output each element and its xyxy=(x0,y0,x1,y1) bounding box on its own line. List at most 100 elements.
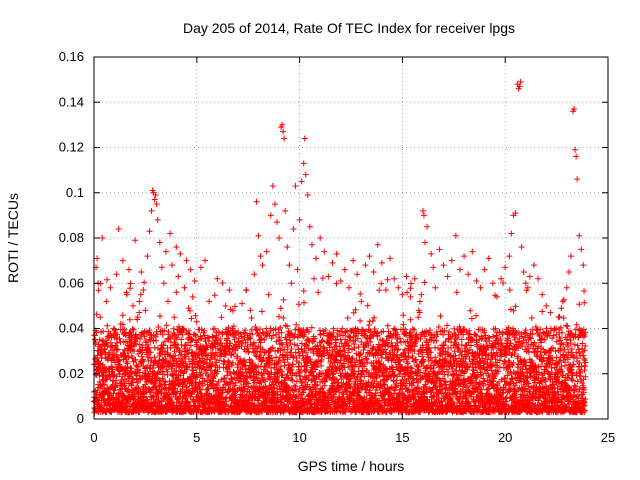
data-point xyxy=(247,335,254,342)
data-point xyxy=(154,370,161,377)
data-point xyxy=(192,312,199,319)
data-point xyxy=(291,387,298,394)
data-point xyxy=(300,287,307,294)
data-point xyxy=(468,315,475,322)
data-point xyxy=(107,330,114,337)
data-point xyxy=(155,394,162,401)
data-point xyxy=(312,335,319,342)
data-point xyxy=(146,365,153,372)
data-point xyxy=(115,358,122,365)
data-point xyxy=(467,307,474,314)
data-point xyxy=(158,345,165,352)
data-point xyxy=(189,336,196,343)
data-point xyxy=(275,366,282,373)
data-point xyxy=(223,398,230,405)
data-point xyxy=(211,394,218,401)
data-point xyxy=(216,398,223,405)
data-point xyxy=(101,381,108,388)
data-point xyxy=(301,329,308,336)
data-point xyxy=(437,313,444,320)
data-point xyxy=(280,315,287,322)
data-point xyxy=(147,354,154,361)
data-point xyxy=(181,342,188,349)
data-point xyxy=(163,322,170,329)
data-point xyxy=(173,367,180,374)
data-point xyxy=(189,378,196,385)
data-point xyxy=(167,358,174,365)
data-point xyxy=(142,367,149,374)
data-point xyxy=(226,286,233,293)
data-point xyxy=(119,390,126,397)
data-point xyxy=(216,364,223,371)
data-point xyxy=(376,287,383,294)
data-point xyxy=(194,373,201,380)
data-point xyxy=(295,388,302,395)
data-point xyxy=(261,336,268,343)
data-point xyxy=(216,357,223,364)
data-point xyxy=(227,340,234,347)
data-point xyxy=(311,338,318,345)
data-point xyxy=(217,393,224,400)
data-point xyxy=(453,289,460,296)
data-point xyxy=(244,345,251,352)
data-point xyxy=(129,326,136,332)
data-point xyxy=(281,359,288,366)
data-point xyxy=(187,342,194,349)
data-point xyxy=(197,386,204,393)
data-point xyxy=(131,343,138,350)
data-point xyxy=(201,366,208,373)
data-point xyxy=(248,314,255,321)
data-point xyxy=(416,298,423,305)
data-point xyxy=(258,336,265,343)
data-point xyxy=(111,326,118,333)
data-point xyxy=(262,364,269,371)
data-point xyxy=(246,388,253,395)
data-point xyxy=(245,349,252,356)
data-point xyxy=(357,290,364,297)
data-point xyxy=(186,346,193,353)
data-point xyxy=(171,348,178,355)
data-point xyxy=(263,333,270,340)
data-point xyxy=(255,369,262,376)
data-point xyxy=(230,350,237,357)
data-point xyxy=(232,379,239,386)
data-point xyxy=(93,311,100,318)
data-point xyxy=(269,378,276,385)
data-point xyxy=(304,362,311,369)
data-point xyxy=(173,344,180,351)
data-point xyxy=(177,390,184,397)
data-point xyxy=(201,327,208,334)
data-point xyxy=(270,332,277,339)
data-point xyxy=(295,334,302,341)
data-point xyxy=(217,336,224,343)
data-point xyxy=(319,275,326,282)
data-point xyxy=(371,314,378,321)
data-point xyxy=(489,333,496,340)
data-point xyxy=(121,346,128,353)
data-point xyxy=(400,312,407,319)
data-point xyxy=(157,313,164,320)
data-point xyxy=(141,279,148,286)
data-point xyxy=(239,369,246,376)
data-point xyxy=(289,361,296,368)
data-point xyxy=(384,276,391,283)
data-point xyxy=(254,348,261,355)
data-point xyxy=(132,338,139,345)
data-point xyxy=(252,323,259,330)
data-point xyxy=(280,296,287,303)
data-point xyxy=(243,379,250,386)
data-point xyxy=(369,317,376,324)
data-point xyxy=(212,356,219,363)
data-point xyxy=(179,331,186,338)
data-point xyxy=(165,328,172,335)
data-point xyxy=(238,341,245,348)
data-point xyxy=(154,331,161,338)
data-point xyxy=(250,383,257,390)
data-point xyxy=(162,379,169,386)
data-point xyxy=(128,365,135,372)
data-point xyxy=(119,312,126,319)
data-point xyxy=(289,377,296,384)
data-point xyxy=(415,314,422,321)
data-point xyxy=(151,354,158,361)
data-point xyxy=(126,316,133,323)
